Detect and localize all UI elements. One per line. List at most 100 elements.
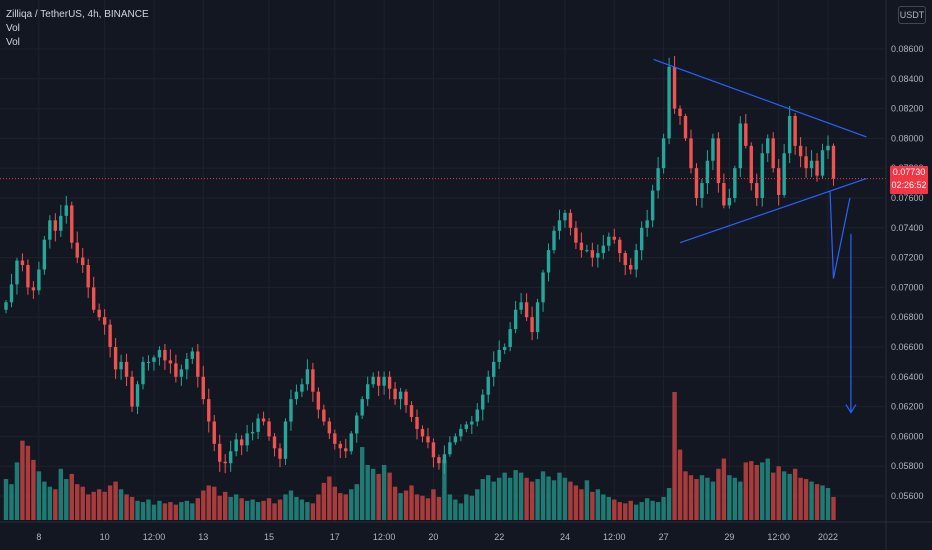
volume-bar <box>475 489 480 520</box>
candle-body <box>437 457 441 464</box>
currency-button[interactable]: USDT <box>898 6 926 24</box>
volume-bar <box>277 499 283 520</box>
volume-bar <box>75 484 80 520</box>
volume-bar <box>535 479 540 520</box>
volume-bar <box>58 468 63 520</box>
candle-body <box>327 421 332 434</box>
candle-body <box>744 123 748 146</box>
volume-bar <box>606 496 611 520</box>
candle-body <box>37 269 41 291</box>
candle-body <box>207 399 211 422</box>
volume-bar <box>398 493 403 520</box>
candle-body <box>705 160 710 184</box>
volume-bar <box>447 494 453 520</box>
candle-body <box>557 220 562 231</box>
volume-bar <box>376 473 381 520</box>
volume-bar <box>458 503 464 520</box>
volume-bar <box>502 472 507 520</box>
volume-bar <box>96 489 102 520</box>
candle-body <box>683 116 688 139</box>
legend-indicator-volume[interactable]: Vol <box>6 23 20 34</box>
candle-body <box>530 317 534 333</box>
volume-bar <box>760 462 765 520</box>
chart-legend: Zilliqa / TetherUS, 4h, BINANCE Vol Vol <box>6 8 149 50</box>
volume-bar <box>661 496 666 520</box>
candle-body <box>152 357 156 362</box>
volume-bar <box>436 496 442 520</box>
candle-body <box>365 384 370 400</box>
candle-body <box>771 138 775 169</box>
candle-body <box>661 138 666 169</box>
candle-body <box>755 183 759 198</box>
volume-bar <box>634 504 639 520</box>
legend-indicator-volume-2[interactable]: Vol <box>6 37 20 48</box>
volume-bar <box>677 449 683 520</box>
volume-bar <box>162 503 168 520</box>
candle-body <box>113 346 118 370</box>
volume-bar <box>425 498 431 520</box>
volume-bar <box>36 471 42 520</box>
candle-body <box>634 250 638 270</box>
candle-body <box>141 361 145 385</box>
volume-bar <box>190 503 195 520</box>
candle-body <box>645 220 649 228</box>
volume-bar <box>464 494 469 520</box>
volume-bar <box>513 470 518 520</box>
y-tick-label: 0.06200 <box>891 402 924 412</box>
volume-bar <box>365 464 370 520</box>
candle-body <box>283 421 288 459</box>
y-tick-label: 0.07600 <box>891 193 924 203</box>
volume-bar <box>809 481 814 520</box>
volume-bar <box>573 485 579 520</box>
candle-body <box>4 302 8 310</box>
candle-body <box>404 391 408 406</box>
candle-body <box>453 436 458 443</box>
candle-body <box>305 369 310 385</box>
candle-body <box>382 376 386 386</box>
candle-body <box>459 428 463 437</box>
candle-body <box>409 405 414 418</box>
candle-body <box>431 442 436 458</box>
volume-bar <box>261 500 266 520</box>
volume-bar <box>360 447 365 520</box>
candle-body <box>552 230 556 251</box>
volume-bar <box>738 481 743 520</box>
legend-symbol[interactable]: Zilliqa / TetherUS, 4h, BINANCE <box>6 9 149 20</box>
x-tick-label: 15 <box>264 532 274 542</box>
candle-body <box>513 309 518 330</box>
volume-bar <box>272 503 277 520</box>
candle-body <box>672 66 677 109</box>
candle-body <box>234 439 238 452</box>
last-price-value: 0.07730 <box>892 167 926 177</box>
volume-bar <box>107 485 113 520</box>
volume-bar <box>524 477 529 520</box>
volume-bar <box>80 486 85 520</box>
volume-bar <box>803 479 809 520</box>
candle-body <box>639 227 644 251</box>
volume-bar <box>628 500 633 520</box>
candle-body <box>815 160 819 176</box>
volume-bar <box>749 461 754 520</box>
volume-bar <box>168 502 173 520</box>
candle-body <box>475 409 479 422</box>
volume-bar <box>743 462 748 520</box>
candle-body <box>97 309 101 318</box>
candle-body <box>316 391 321 410</box>
volume-bar <box>250 499 255 520</box>
y-tick-label: 0.06600 <box>891 342 924 352</box>
candle-body <box>497 349 501 362</box>
volume-bar <box>666 488 672 520</box>
volume-bar <box>118 489 124 520</box>
volume-bar <box>776 466 781 520</box>
x-tick-label: 29 <box>724 532 734 542</box>
volume-bar <box>239 498 244 520</box>
volume-bar <box>299 499 305 520</box>
candle-body <box>492 361 496 377</box>
x-tick-label: 13 <box>198 532 208 542</box>
volume-bar <box>486 475 491 520</box>
volume-bar <box>595 489 601 520</box>
candle-body <box>809 160 814 169</box>
last-price-label: 0.07730 02:26:52 <box>890 166 928 194</box>
